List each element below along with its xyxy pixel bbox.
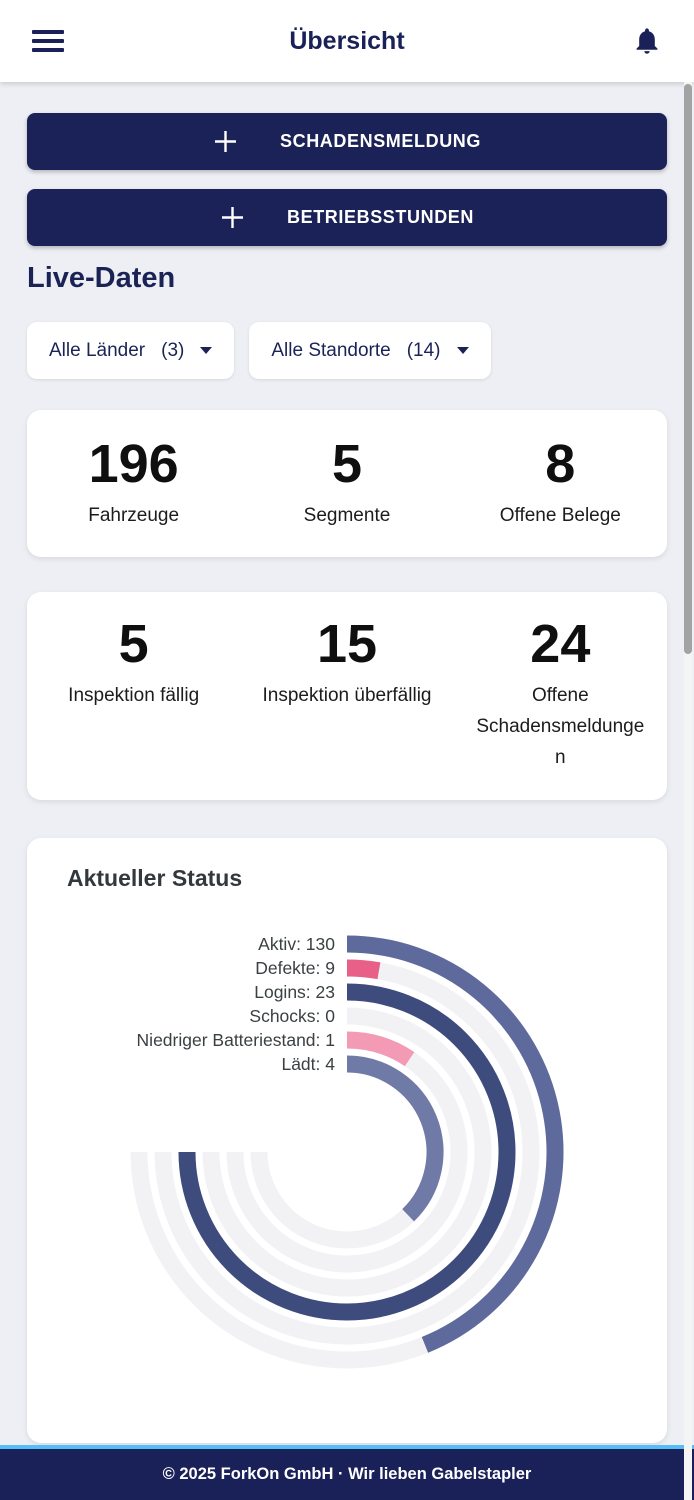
ring-track — [202, 1007, 492, 1297]
stat-value: 15 — [316, 614, 378, 674]
ring-label: Logins: 23 — [254, 982, 335, 1002]
stat-label: Offene Belege — [499, 505, 621, 527]
scrollbar-thumb[interactable] — [684, 84, 692, 654]
chart-title: Aktueller Status — [67, 865, 243, 891]
ring-bar-logins — [178, 983, 516, 1321]
filter-count: (14) — [406, 339, 441, 361]
stat-value: 24 — [530, 614, 591, 674]
ring-track — [226, 1031, 468, 1273]
stat-inspektion-faellig: 5 Inspektion fällig — [27, 614, 240, 800]
stat-segmente: 5 Segmente — [240, 434, 453, 557]
live-data-heading: Live-Daten — [27, 262, 176, 294]
footer-text: © 2025 ForkOn GmbH · Wir lieben Gabelsta… — [162, 1465, 532, 1483]
filter-label: Alle Länder — [49, 339, 146, 361]
country-filter-dropdown[interactable]: Alle Länder (3) — [27, 322, 235, 379]
plus-icon — [214, 131, 236, 152]
ring-label: Defekte: 9 — [255, 958, 335, 978]
stat-inspektion-ueberfaellig: 15 Inspektion überfällig — [240, 614, 453, 800]
plus-icon — [221, 207, 243, 228]
menu-bar — [32, 30, 64, 34]
stat-fahrzeuge: 196 Fahrzeuge — [27, 434, 240, 557]
ring-label: Niedriger Batteriestand: 1 — [137, 1030, 335, 1050]
stat-label: Segmente — [303, 505, 391, 527]
stat-value: 5 — [331, 434, 363, 494]
ring-label: Lädt: 4 — [281, 1054, 335, 1074]
menu-bar — [32, 39, 64, 43]
status-chart-card: Aktueller Status Aktiv: 130 Defekte: 9 Log… — [27, 838, 667, 1443]
stat-offene-schadensmeldungen: 24 Offene Schadensmeldungen — [454, 614, 667, 800]
stat-label: Fahrzeuge — [88, 505, 180, 527]
caret-down-icon — [456, 347, 469, 354]
ring-bar-defekte — [346, 959, 381, 980]
ring-track — [154, 959, 540, 1345]
stat-label: Inspektion fällig — [68, 685, 200, 707]
stat-offene-belege: 8 Offene Belege — [454, 434, 667, 557]
filter-label: Alle Standorte — [271, 339, 391, 361]
ring-label: Schocks: 0 — [249, 1006, 335, 1026]
ring-label: Aktiv: 130 — [258, 934, 335, 954]
stats-card-primary: 196 Fahrzeuge 5 Segmente 8 Offene Belege — [27, 410, 667, 557]
page-title: Übersicht — [289, 26, 405, 55]
bell-icon[interactable] — [632, 26, 662, 56]
stat-label: Offene Schadensmeldungen — [476, 685, 645, 768]
caret-down-icon — [200, 347, 213, 354]
stat-value: 196 — [88, 434, 179, 494]
stats-card-secondary: 5 Inspektion fällig 15 Inspektion überfä… — [27, 592, 667, 800]
radial-bar-chart: Aktiv: 130 Defekte: 9 Logins: 23 Schocks: 0… — [27, 896, 667, 1449]
ring-bar-l-dt — [346, 1055, 444, 1222]
schadensmeldung-button[interactable]: SCHADENSMELDUNG — [27, 113, 667, 170]
ring-bar-niedriger-batteriestand — [346, 1031, 415, 1067]
menu-bar — [32, 48, 64, 52]
action-label: BETRIEBSSTUNDEN — [286, 207, 474, 227]
stat-value: 8 — [545, 434, 576, 494]
menu-icon[interactable] — [32, 30, 64, 52]
scroll-content: SCHADENSMELDUNG BETRIEBSSTUNDEN Live-Dat… — [0, 113, 694, 1443]
app-header: Übersicht — [0, 0, 694, 82]
location-filter-dropdown[interactable]: Alle Standorte (14) — [249, 322, 491, 379]
filter-row: Alle Länder (3) Alle Standorte (14) — [27, 322, 667, 379]
action-label: SCHADENSMELDUNG — [279, 131, 481, 151]
betriebsstunden-button[interactable]: BETRIEBSSTUNDEN — [27, 189, 667, 246]
ring-bar-aktiv — [346, 935, 564, 1353]
filter-count: (3) — [161, 339, 185, 361]
stat-label: Inspektion überfällig — [262, 685, 432, 707]
app-footer: © 2025 ForkOn GmbH · Wir lieben Gabelsta… — [0, 1445, 694, 1500]
stat-value: 5 — [118, 614, 149, 674]
scrollbar[interactable] — [684, 82, 692, 1500]
